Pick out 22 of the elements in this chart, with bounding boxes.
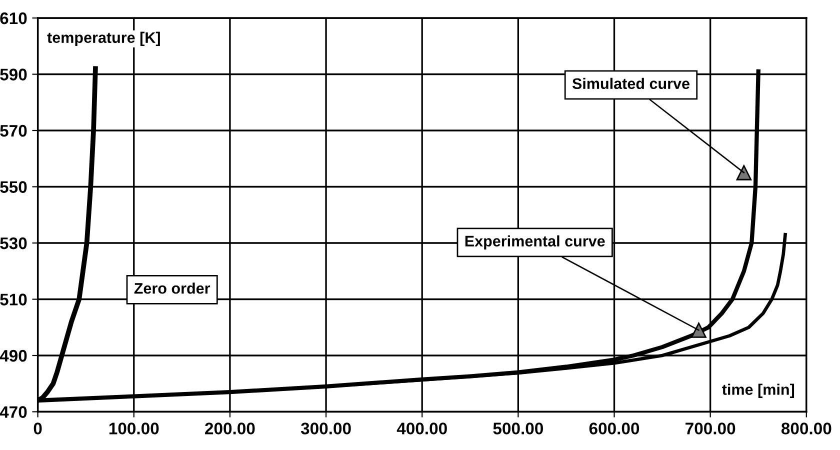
x-tick-label: 400.00 [396,422,447,434]
y-axis-title: temperature [K] [47,32,160,46]
x-tick-label: 800.00 [781,422,832,434]
y-tick-label: 550 [0,181,27,193]
y-tick-label: 510 [0,294,27,306]
x-tick-label: 200.00 [205,422,255,434]
x-tick-label: 700.00 [686,422,736,434]
x-tick-label: 300.00 [300,422,351,434]
annotation: Zero order [134,282,210,294]
x-axis-title: time [min] [722,384,794,398]
y-tick-label: 470 [0,406,27,418]
annotation: Simulated curve [572,78,690,90]
x-tick-label: 600.00 [589,422,640,434]
y-tick-label: 490 [0,350,27,362]
y-tick-label: 610 [0,12,27,24]
x-tick-label: 0 [34,422,42,434]
y-tick-label: 590 [0,68,27,80]
annotation: Experimental curve [465,235,605,250]
x-tick-label: 100.00 [109,422,159,434]
x-tick-label: 500.00 [493,422,543,434]
y-tick-label: 570 [0,124,27,137]
y-tick-label: 530 [0,237,27,250]
